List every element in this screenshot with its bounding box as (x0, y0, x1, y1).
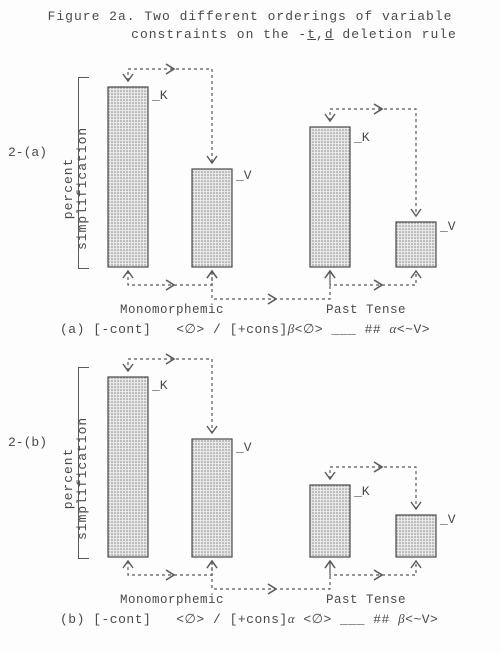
bar-label-3: _V (439, 512, 456, 527)
panel-b: 2-(b)percentsimplification_K_V_K_VMonomo… (0, 335, 500, 625)
x-category-1: Past Tense (326, 303, 406, 317)
bar-1 (192, 169, 232, 267)
x-category-0: Monomorphemic (120, 593, 224, 607)
figure-2a: Figure 2a. Two different orderings of va… (0, 0, 500, 625)
bar-2 (310, 127, 350, 267)
bar-label-1: _V (235, 168, 252, 183)
bar-0 (108, 87, 148, 267)
bar-2 (310, 485, 350, 557)
bar-0 (108, 377, 148, 557)
chart-svg: _K _V _K _V (0, 335, 500, 625)
bar-1 (192, 439, 232, 557)
figure-title: Figure 2a. Two different orderings of va… (0, 0, 500, 45)
bar-label-3: _V (439, 219, 456, 234)
panel-a: 2-(a)percentsimplification_K_V_K_VMonomo… (0, 45, 500, 335)
bar-3 (396, 515, 436, 557)
bar-3 (396, 222, 436, 267)
title-line2: constraints on the -t,d deletion rule (131, 27, 457, 42)
chart-svg: _K _V _K _V (0, 45, 500, 335)
x-category-0: Monomorphemic (120, 303, 224, 317)
bar-label-2: _K (353, 130, 370, 145)
rule-formula-b: (b) [-cont] <∅> / [+cons]α <∅> ___ ## β<… (60, 611, 438, 627)
x-category-1: Past Tense (326, 593, 406, 607)
bar-label-0: _K (151, 378, 168, 393)
bar-label-0: _K (151, 88, 168, 103)
bar-label-1: _V (235, 440, 252, 455)
bar-label-2: _K (353, 484, 370, 499)
